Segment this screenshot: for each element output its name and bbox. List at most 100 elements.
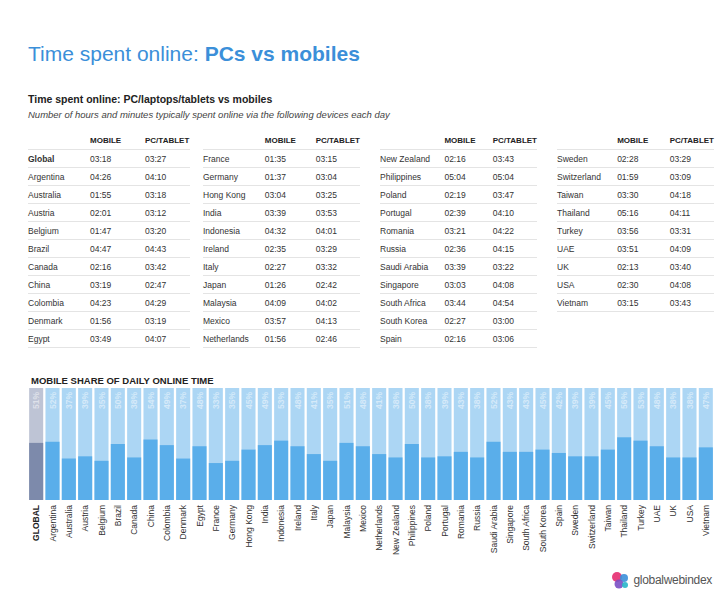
svg-text:49%: 49% bbox=[260, 392, 270, 409]
svg-text:53%: 53% bbox=[276, 392, 286, 409]
svg-text:Ireland: Ireland bbox=[293, 505, 303, 531]
svg-text:56%: 56% bbox=[619, 392, 629, 409]
svg-text:38%: 38% bbox=[685, 392, 695, 409]
svg-text:New Zealand: New Zealand bbox=[391, 505, 401, 555]
svg-text:UK: UK bbox=[668, 505, 678, 517]
svg-text:51%: 51% bbox=[31, 392, 41, 409]
svg-text:48%: 48% bbox=[652, 392, 662, 409]
html-text:03:18: 03:18 bbox=[90, 153, 112, 164]
svg-text:Spain: Spain bbox=[554, 505, 564, 527]
svg-text:USA: USA bbox=[685, 505, 695, 523]
svg-text:Portugal: Portugal bbox=[440, 505, 450, 537]
svg-text:45%: 45% bbox=[538, 392, 548, 409]
html-text:Australia: Australia bbox=[28, 189, 62, 200]
svg-text:42%: 42% bbox=[554, 392, 564, 409]
svg-text:33%: 33% bbox=[211, 392, 221, 409]
svg-text:45%: 45% bbox=[244, 392, 254, 409]
svg-text:47%: 47% bbox=[701, 392, 711, 409]
svg-text:35%: 35% bbox=[227, 392, 237, 409]
svg-text:38%: 38% bbox=[423, 392, 433, 409]
svg-text:54%: 54% bbox=[146, 392, 156, 409]
svg-text:48%: 48% bbox=[293, 392, 303, 409]
svg-text:Taiwan: Taiwan bbox=[603, 505, 613, 532]
svg-text:Vietnam: Vietnam bbox=[701, 505, 711, 536]
svg-text:Netherlands: Netherlands bbox=[374, 505, 384, 551]
svg-text:Denmark: Denmark bbox=[178, 504, 188, 539]
svg-text:38%: 38% bbox=[668, 392, 678, 409]
svg-text:51%: 51% bbox=[342, 392, 352, 409]
svg-text:50%: 50% bbox=[407, 392, 417, 409]
svg-text:53%: 53% bbox=[636, 392, 646, 409]
svg-text:Canada: Canada bbox=[129, 505, 139, 535]
svg-text:Singapore: Singapore bbox=[505, 505, 515, 544]
svg-text:41%: 41% bbox=[374, 392, 384, 409]
svg-text:Indonesia: Indonesia bbox=[276, 505, 286, 542]
svg-text:38%: 38% bbox=[391, 392, 401, 409]
svg-text:Sweden: Sweden bbox=[570, 505, 580, 536]
svg-text:48%: 48% bbox=[195, 392, 205, 409]
svg-text:Malaysia: Malaysia bbox=[342, 505, 352, 539]
html-text:03:27: 03:27 bbox=[145, 153, 167, 164]
svg-text:Japan: Japan bbox=[325, 505, 335, 528]
svg-text:UAE: UAE bbox=[652, 505, 662, 523]
svg-text:Australia: Australia bbox=[64, 505, 74, 538]
svg-text:50%: 50% bbox=[113, 392, 123, 409]
svg-text:35%: 35% bbox=[97, 392, 107, 409]
html-text:04:26: 04:26 bbox=[90, 171, 112, 182]
svg-text:Egypt: Egypt bbox=[195, 504, 205, 526]
svg-text:41%: 41% bbox=[309, 392, 319, 409]
svg-text:India: India bbox=[260, 505, 270, 524]
svg-text:38%: 38% bbox=[472, 392, 482, 409]
svg-text:Thailand: Thailand bbox=[619, 505, 629, 538]
html-text:01:55: 01:55 bbox=[90, 189, 112, 200]
svg-text:Argentina: Argentina bbox=[48, 505, 58, 542]
svg-text:Russia: Russia bbox=[472, 505, 482, 531]
svg-text:South Korea: South Korea bbox=[538, 505, 548, 553]
svg-text:48%: 48% bbox=[358, 392, 368, 409]
html-text:Time spent online: PC/laptops/: Time spent online: PC/laptops/tablets vs… bbox=[28, 93, 273, 105]
svg-text:MOBILE SHARE OF DAILY ONLINE T: MOBILE SHARE OF DAILY ONLINE TIME bbox=[31, 375, 214, 386]
html-text:02:01: 02:01 bbox=[90, 207, 112, 218]
html-text:globalwebindex: globalwebindex bbox=[633, 573, 712, 587]
svg-text:39%: 39% bbox=[570, 392, 580, 409]
svg-text:43%: 43% bbox=[505, 392, 515, 409]
svg-text:38%: 38% bbox=[129, 392, 139, 409]
html-text:Number of hours and minutes ty: Number of hours and minutes typically sp… bbox=[28, 109, 390, 120]
svg-text:39%: 39% bbox=[80, 392, 90, 409]
svg-text:China: China bbox=[146, 505, 156, 527]
svg-text:52%: 52% bbox=[489, 392, 499, 409]
svg-text:37%: 37% bbox=[178, 392, 188, 409]
html-text:Austria: Austria bbox=[28, 207, 55, 218]
svg-text:Saudi Arabia: Saudi Arabia bbox=[489, 505, 499, 553]
svg-text:35%: 35% bbox=[325, 392, 335, 409]
svg-text:Switzerland: Switzerland bbox=[587, 505, 597, 549]
svg-text:37%: 37% bbox=[64, 392, 74, 409]
html-text:Argentina: Argentina bbox=[28, 171, 65, 182]
svg-text:52%: 52% bbox=[48, 392, 58, 409]
svg-text:Hong Kong: Hong Kong bbox=[244, 505, 254, 548]
svg-text:Mexico: Mexico bbox=[358, 505, 368, 532]
html-text:03:18: 03:18 bbox=[145, 189, 167, 200]
svg-text:Romania: Romania bbox=[456, 505, 466, 539]
svg-text:45%: 45% bbox=[603, 392, 613, 409]
svg-text:South Africa: South Africa bbox=[521, 505, 531, 551]
svg-text:GLOBAL: GLOBAL bbox=[31, 505, 41, 541]
html-text:Global: Global bbox=[28, 153, 55, 164]
svg-text:Turkey: Turkey bbox=[636, 504, 646, 530]
svg-text:Colombia: Colombia bbox=[162, 505, 172, 541]
html-text:04:10: 04:10 bbox=[145, 171, 167, 182]
svg-text:43%: 43% bbox=[521, 392, 531, 409]
svg-text:49%: 49% bbox=[162, 392, 172, 409]
svg-text:Poland: Poland bbox=[423, 505, 433, 532]
svg-text:Belgium: Belgium bbox=[97, 505, 107, 536]
svg-text:Philippines: Philippines bbox=[407, 505, 417, 546]
svg-text:Brazil: Brazil bbox=[113, 505, 123, 526]
svg-text:France: France bbox=[211, 505, 221, 532]
svg-text:39%: 39% bbox=[440, 392, 450, 409]
svg-text:Italy: Italy bbox=[309, 504, 319, 520]
html-text:Time spent online: PCs vs mobi: Time spent online: PCs vs mobiles bbox=[28, 42, 360, 65]
svg-text:43%: 43% bbox=[456, 392, 466, 409]
svg-text:Austria: Austria bbox=[80, 505, 90, 532]
svg-text:39%: 39% bbox=[587, 392, 597, 409]
svg-text:Germany: Germany bbox=[227, 504, 237, 540]
